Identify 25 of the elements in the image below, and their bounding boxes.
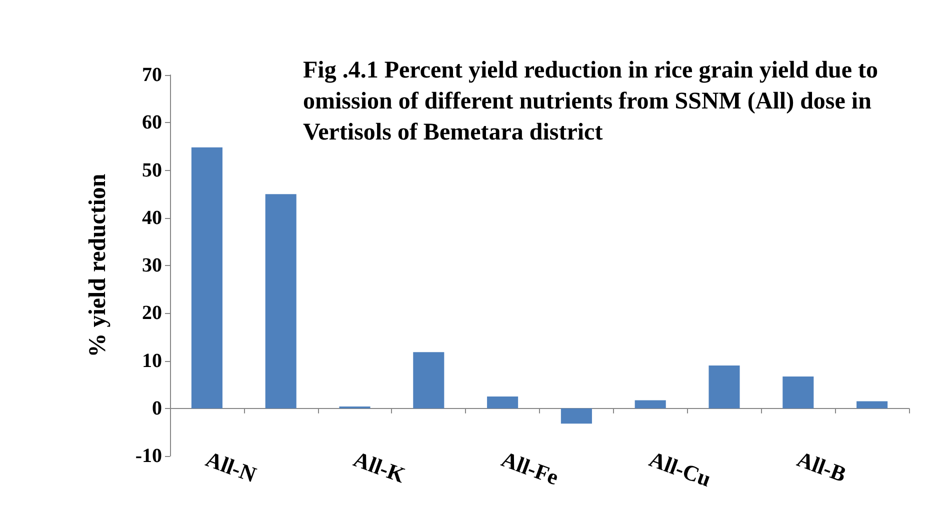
bar bbox=[708, 366, 740, 408]
y-tick-label: 50 bbox=[142, 159, 162, 182]
bar bbox=[634, 400, 666, 408]
x-tick-label: All-Cu bbox=[646, 446, 714, 492]
bar bbox=[487, 396, 518, 408]
bar bbox=[265, 194, 296, 408]
bar bbox=[413, 352, 444, 408]
bar bbox=[856, 401, 888, 408]
y-tick-label: 60 bbox=[142, 112, 162, 134]
bar bbox=[560, 408, 592, 424]
x-tick-label: All-N bbox=[202, 446, 260, 488]
text: Fig .4.1 Percent yield reduction in rice grain yield due to omission of different nutrients from SSNM (All) dose in Vertisols of Bemetara district bbox=[303, 58, 884, 146]
x-tick-label: All-B bbox=[794, 446, 850, 487]
x-tick-label: All-K bbox=[350, 446, 408, 488]
y-tick-label: 40 bbox=[142, 206, 162, 229]
y-tick-label: -10 bbox=[135, 445, 162, 467]
x-tick-label: All-Fe bbox=[498, 446, 562, 490]
y-axis-title: % yield reduction bbox=[85, 174, 111, 358]
bar bbox=[191, 147, 222, 408]
y-tick-label: 0 bbox=[152, 397, 162, 420]
y-tick-label: 10 bbox=[142, 350, 162, 372]
bar bbox=[782, 376, 814, 408]
y-tick-label: 30 bbox=[142, 254, 162, 276]
y-tick-label: 70 bbox=[142, 64, 162, 86]
y-tick-label: 20 bbox=[142, 302, 162, 324]
